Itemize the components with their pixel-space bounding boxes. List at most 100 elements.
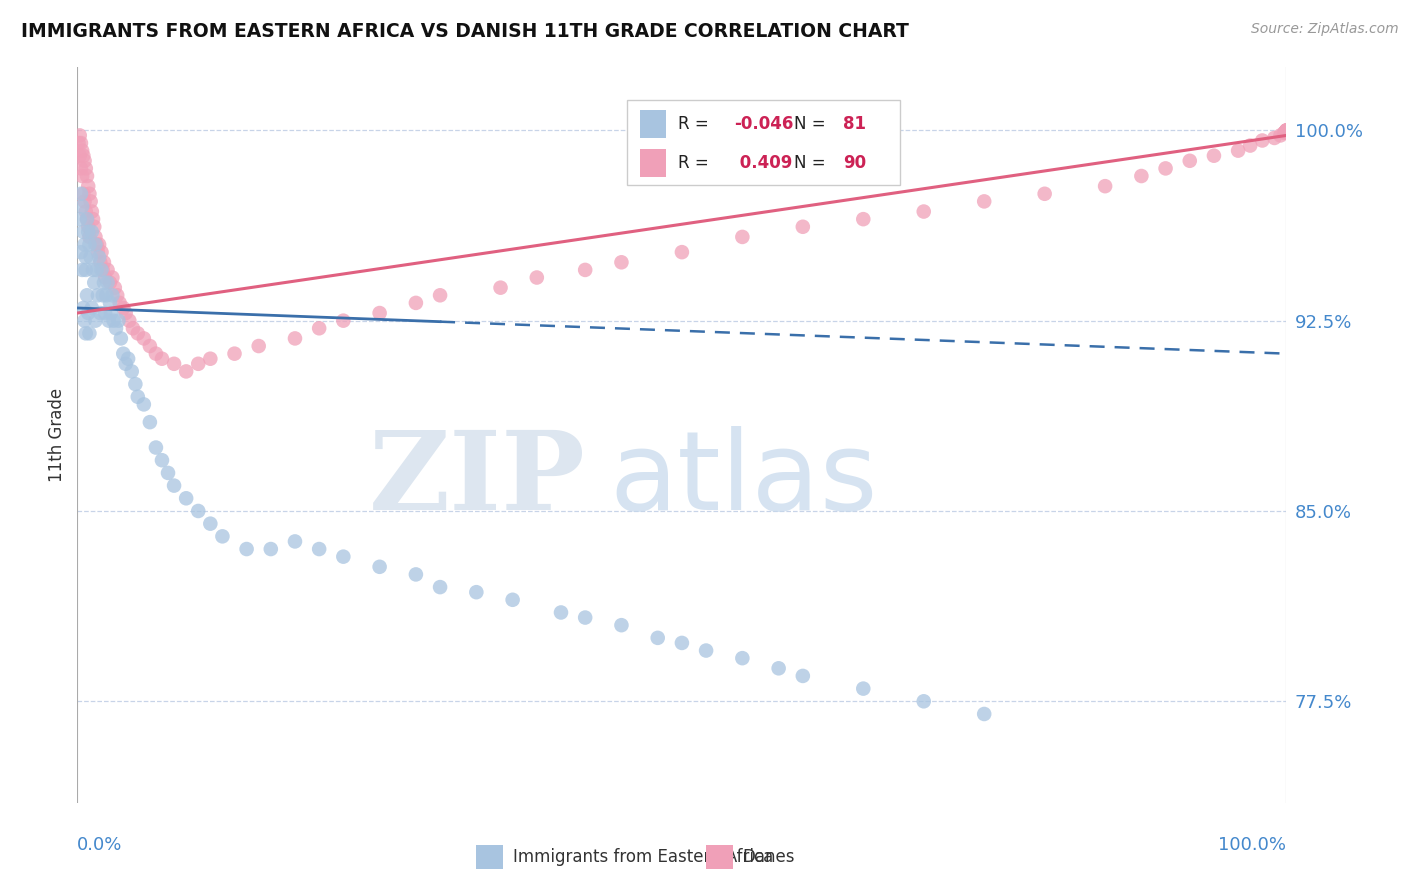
- Point: [429, 288, 451, 302]
- Point: [163, 478, 186, 492]
- Point: [89, 306, 111, 320]
- Point: [260, 542, 283, 557]
- Point: [69, 128, 91, 143]
- Text: 90: 90: [842, 153, 866, 171]
- Point: [72, 225, 94, 239]
- Point: [70, 245, 93, 260]
- Point: [84, 313, 107, 327]
- Point: [96, 276, 118, 290]
- Point: [108, 296, 131, 310]
- Text: atlas: atlas: [609, 425, 877, 533]
- Point: [79, 237, 101, 252]
- Point: [86, 263, 108, 277]
- Point: [70, 136, 93, 150]
- Point: [1275, 124, 1298, 138]
- Point: [695, 643, 717, 657]
- Point: [80, 301, 103, 315]
- Point: [647, 631, 669, 645]
- Point: [1270, 128, 1292, 143]
- Text: ZIP: ZIP: [368, 425, 585, 533]
- Point: [124, 377, 146, 392]
- Point: [77, 306, 100, 320]
- Point: [76, 212, 98, 227]
- Point: [157, 466, 180, 480]
- Point: [308, 542, 330, 557]
- Point: [70, 169, 93, 183]
- Point: [1263, 131, 1285, 145]
- Point: [174, 364, 197, 378]
- Point: [1275, 123, 1298, 137]
- Point: [1033, 186, 1056, 201]
- Point: [211, 529, 233, 543]
- Point: [112, 301, 135, 315]
- Point: [70, 186, 93, 201]
- Point: [98, 276, 121, 290]
- Point: [73, 194, 96, 209]
- Point: [84, 237, 107, 252]
- Text: IMMIGRANTS FROM EASTERN AFRICA VS DANISH 11TH GRADE CORRELATION CHART: IMMIGRANTS FROM EASTERN AFRICA VS DANISH…: [21, 22, 908, 41]
- Text: 100.0%: 100.0%: [1219, 836, 1286, 854]
- Point: [973, 194, 995, 209]
- Point: [1239, 138, 1261, 153]
- Point: [1275, 124, 1298, 138]
- Point: [114, 306, 136, 320]
- Point: [526, 270, 548, 285]
- Point: [174, 491, 197, 506]
- Y-axis label: 11th Grade: 11th Grade: [48, 388, 66, 482]
- Bar: [477, 846, 503, 869]
- Point: [150, 453, 173, 467]
- Point: [224, 346, 246, 360]
- Point: [77, 225, 100, 239]
- Point: [139, 415, 162, 429]
- Point: [79, 250, 101, 264]
- Point: [77, 179, 100, 194]
- Point: [91, 288, 114, 302]
- Point: [112, 346, 135, 360]
- Point: [76, 169, 98, 183]
- Point: [1178, 153, 1201, 168]
- Point: [67, 136, 90, 150]
- Point: [671, 245, 693, 260]
- Point: [502, 592, 524, 607]
- Point: [610, 255, 633, 269]
- Point: [87, 250, 110, 264]
- Point: [73, 313, 96, 327]
- Point: [200, 351, 222, 366]
- Point: [105, 321, 128, 335]
- Point: [465, 585, 488, 599]
- Point: [94, 270, 117, 285]
- Point: [127, 326, 149, 341]
- Point: [1202, 149, 1225, 163]
- Point: [731, 230, 754, 244]
- Point: [1272, 126, 1295, 140]
- Point: [97, 313, 120, 327]
- Point: [76, 288, 98, 302]
- Point: [96, 288, 118, 302]
- Point: [284, 534, 307, 549]
- Point: [90, 263, 112, 277]
- Point: [75, 204, 97, 219]
- Point: [1274, 125, 1296, 139]
- Point: [973, 706, 995, 721]
- Point: [94, 306, 117, 320]
- Point: [84, 230, 107, 244]
- Point: [121, 364, 143, 378]
- Point: [1274, 125, 1296, 139]
- Point: [1251, 133, 1274, 147]
- Bar: [706, 846, 733, 869]
- Point: [100, 306, 122, 320]
- Point: [429, 580, 451, 594]
- Point: [132, 331, 155, 345]
- Point: [98, 296, 121, 310]
- Point: [73, 237, 96, 252]
- Point: [247, 339, 270, 353]
- Point: [308, 321, 330, 335]
- Point: [69, 149, 91, 163]
- Text: 81: 81: [842, 114, 866, 133]
- Point: [284, 331, 307, 345]
- Point: [79, 326, 101, 341]
- Text: Immigrants from Eastern Africa: Immigrants from Eastern Africa: [513, 848, 773, 866]
- Point: [912, 204, 935, 219]
- Point: [77, 219, 100, 234]
- Text: N =: N =: [794, 153, 831, 171]
